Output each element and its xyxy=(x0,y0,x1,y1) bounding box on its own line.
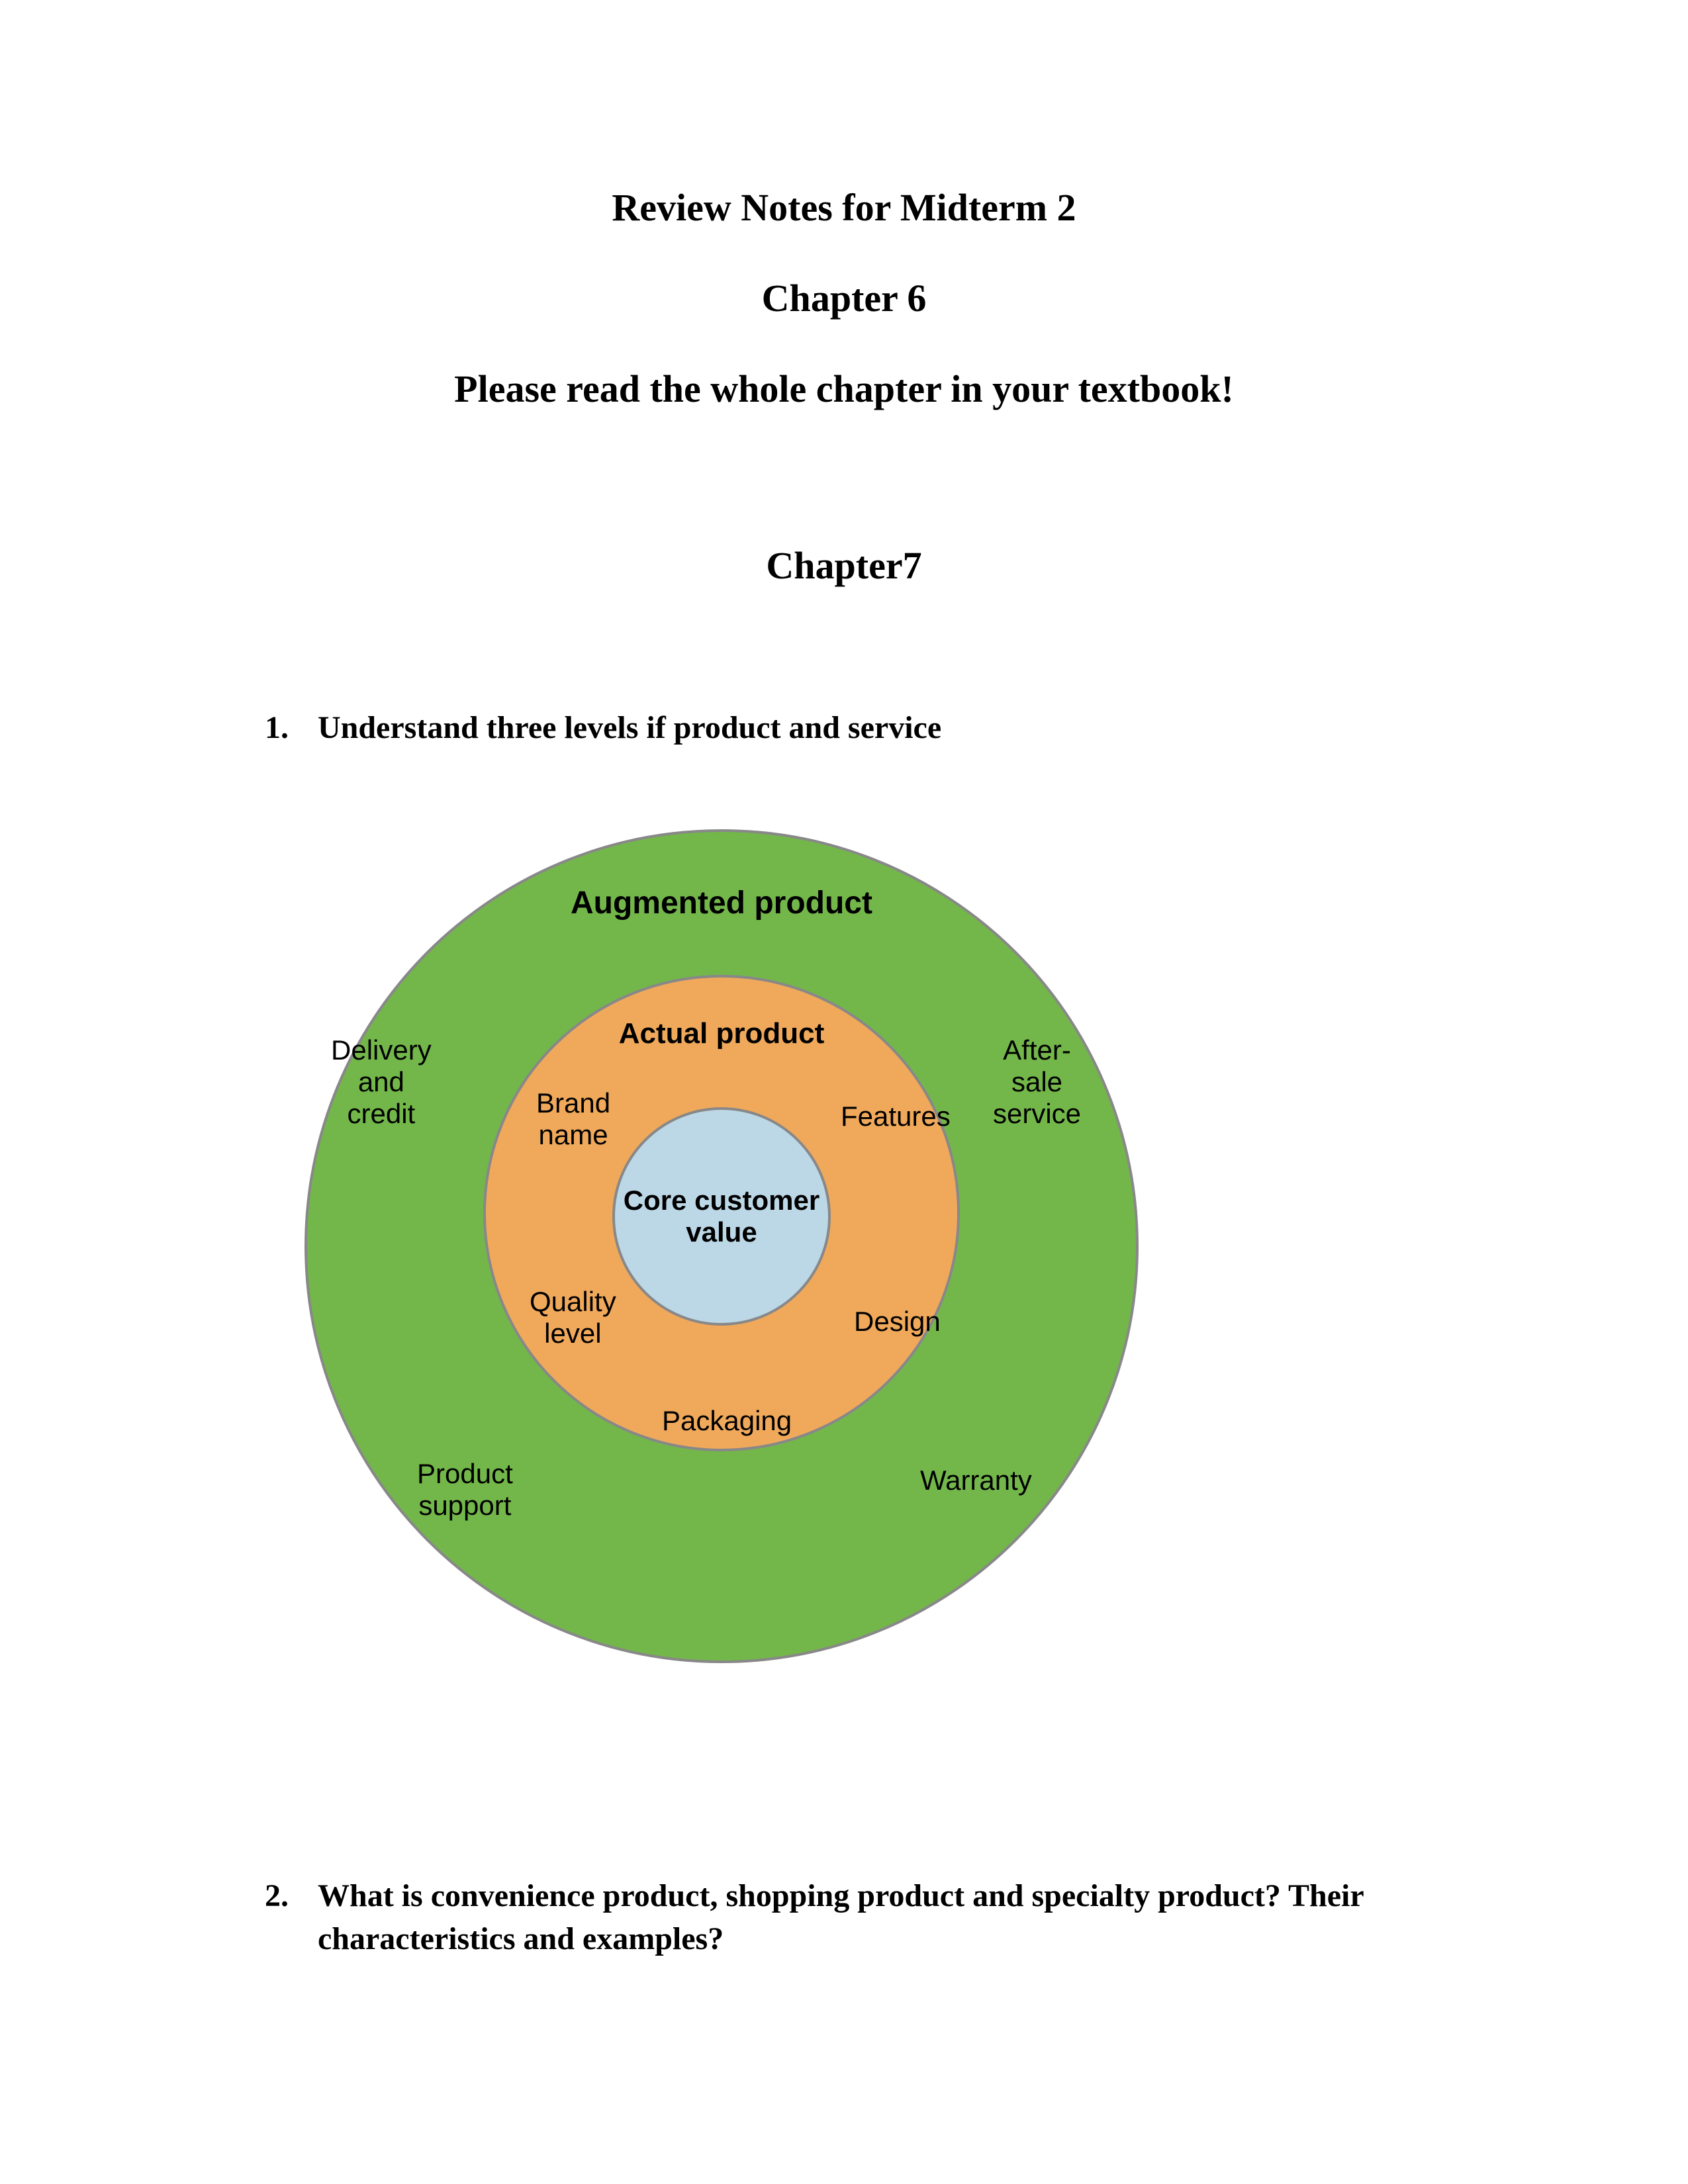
label-design: Design xyxy=(854,1306,941,1338)
core-customer-value-label: Core customer value xyxy=(615,1185,828,1249)
actual-product-title: Actual product xyxy=(486,1017,957,1050)
question-1: 1. Understand three levels if product an… xyxy=(265,707,1476,750)
label-brand-name: Brand name xyxy=(536,1087,610,1152)
question-2: 2. What is convenience product, shopping… xyxy=(265,1875,1476,1961)
title-block: Review Notes for Midterm 2 Chapter 6 Ple… xyxy=(212,185,1476,588)
question-1-number: 1. xyxy=(265,707,318,750)
page-title: Review Notes for Midterm 2 xyxy=(212,185,1476,230)
question-list: 1. Understand three levels if product an… xyxy=(212,707,1476,1960)
label-product-support: Product support xyxy=(417,1458,513,1522)
core-customer-value-ring: Core customer value xyxy=(612,1107,831,1326)
product-levels-diagram: Augmented product Actual product Core cu… xyxy=(291,790,1152,1703)
chapter-6-heading: Chapter 6 xyxy=(212,276,1476,320)
question-2-number: 2. xyxy=(265,1875,318,1961)
question-1-text: Understand three levels if product and s… xyxy=(318,707,1476,750)
label-after-sale-service: After- sale service xyxy=(993,1034,1081,1130)
question-2-text: What is convenience product, shopping pr… xyxy=(318,1875,1476,1961)
label-quality-level: Quality level xyxy=(530,1286,616,1350)
read-instruction: Please read the whole chapter in your te… xyxy=(212,367,1476,411)
label-features: Features xyxy=(841,1101,951,1132)
augmented-product-title: Augmented product xyxy=(307,885,1136,921)
label-warranty: Warranty xyxy=(920,1465,1032,1496)
chapter-7-heading: Chapter7 xyxy=(212,543,1476,588)
label-delivery-and-credit: Delivery and credit xyxy=(331,1034,432,1130)
label-packaging: Packaging xyxy=(662,1405,792,1437)
